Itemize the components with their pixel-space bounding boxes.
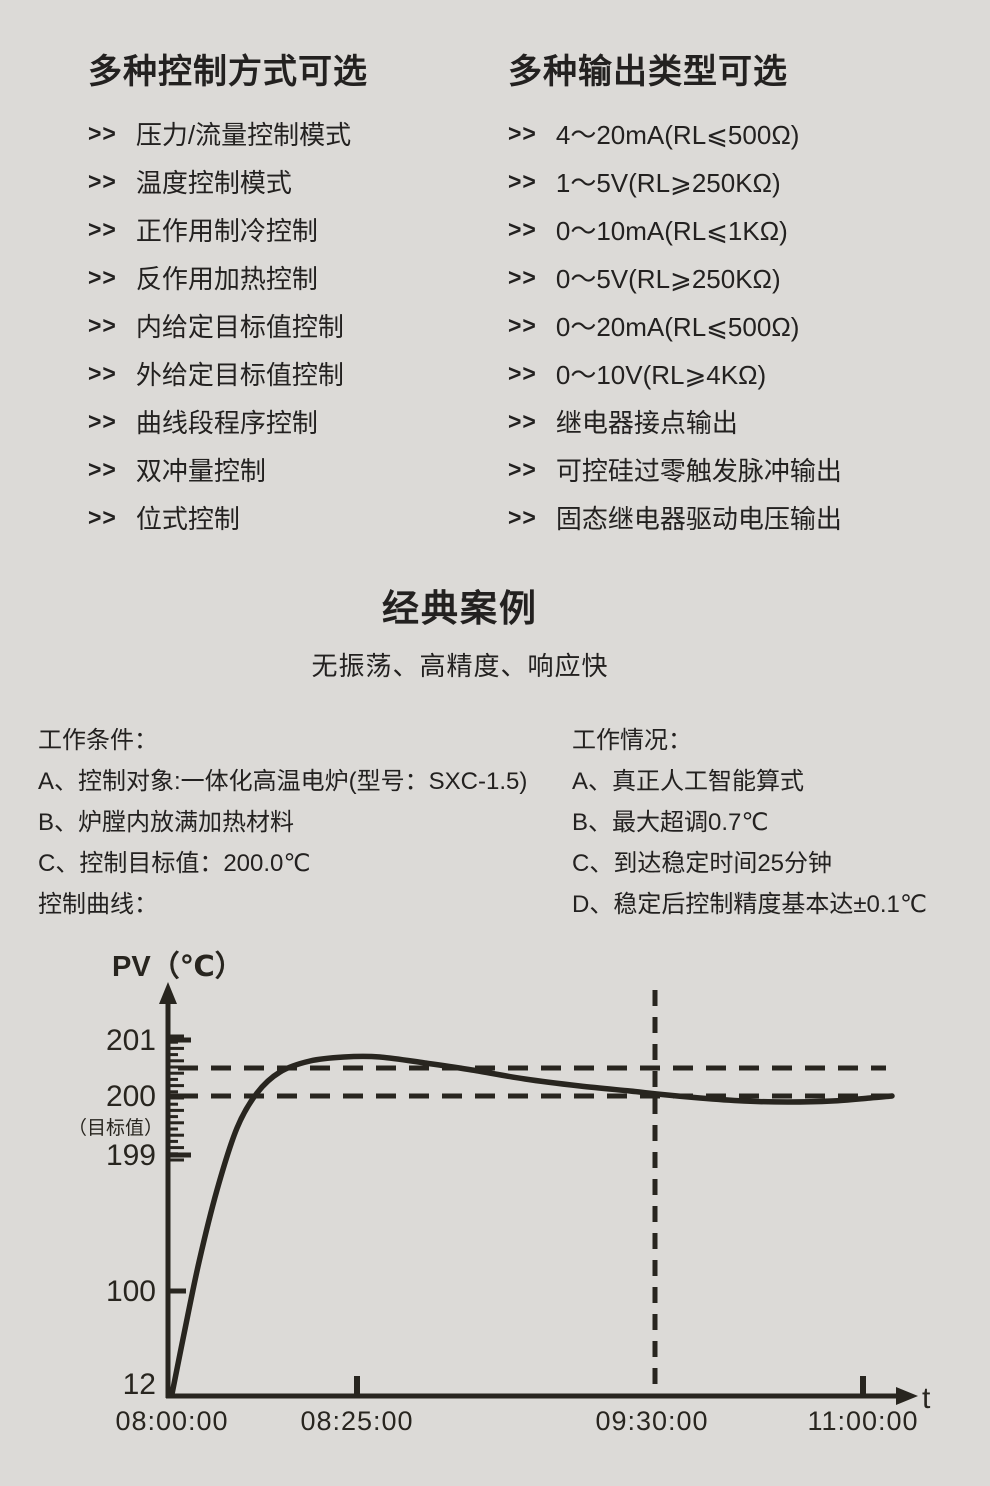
output-type-label: 可控硅过零触发脉冲输出 <box>555 455 842 486</box>
working-result-line: A、真正人工智能算式 <box>572 768 805 795</box>
working-conditions-list: A、控制对象:一体化高温电炉(型号：SXC-1.5) B、炉膛内放满加热材料 C… <box>38 761 572 884</box>
y-axis-arrow <box>159 982 177 1004</box>
output-type-label: 0～20mA(RL⩽500Ω) <box>555 311 800 342</box>
working-result-line: C、到达稳定时间25分钟 <box>572 850 833 877</box>
chevron-right-icon: >> <box>508 358 537 387</box>
option-columns: 多种控制方式可选 >> 压力/流量控制模式 >> 温度控制模式 >> <box>88 44 990 541</box>
output-type-label: 1～5V(RL⩾250KΩ) <box>555 167 781 198</box>
control-mode-label: 温度控制模式 <box>135 167 292 198</box>
output-types-section: 多种输出类型可选 >> 4～20mA(RL⩽500Ω) >> 1～5V(RL⩾2… <box>508 44 928 541</box>
working-condition-line: C、控制目标值：200.0℃ <box>38 850 311 877</box>
classic-case-subtitle: 无振荡、高精度、响应快 <box>311 651 609 681</box>
chevron-right-icon: >> <box>508 454 537 483</box>
control-mode-label: 外给定目标值控制 <box>135 359 344 390</box>
x-tick-label: 09:30:00 <box>595 1406 708 1436</box>
control-mode-item: >> 正作用制冷控制 <box>88 205 508 253</box>
pv-curve <box>169 1053 895 1397</box>
output-type-item: >> 4～20mA(RL⩽500Ω) <box>508 109 928 157</box>
output-type-label: 0～5V(RL⩾250KΩ) <box>555 263 781 294</box>
control-curve-label: 控制曲线： <box>38 891 158 918</box>
chevron-right-icon: >> <box>88 406 117 435</box>
chevron-right-icon: >> <box>88 214 117 243</box>
chevron-right-icon: >> <box>508 262 537 291</box>
working-condition-line: B、炉膛内放满加热材料 <box>38 809 295 836</box>
chevron-right-icon: >> <box>508 406 537 435</box>
working-results-heading: 工作情况： <box>572 727 692 754</box>
chevron-right-icon: >> <box>508 214 537 243</box>
control-mode-label: 压力/流量控制模式 <box>135 119 352 150</box>
output-types-list: >> 4～20mA(RL⩽500Ω) >> 1～5V(RL⩾250KΩ) >> … <box>508 109 928 541</box>
chevron-right-icon: >> <box>88 118 117 147</box>
output-type-item: >> 0～5V(RL⩾250KΩ) <box>508 253 928 301</box>
output-type-item: >> 0～10mA(RL⩽1KΩ) <box>508 205 928 253</box>
x-tick-label: 08:00:00 <box>115 1406 228 1436</box>
classic-case-title: 经典案例 <box>382 588 538 629</box>
classic-case-section: 经典案例 无振荡、高精度、响应快 <box>0 578 920 683</box>
output-type-item: >> 固态继电器驱动电压输出 <box>508 493 928 541</box>
y-tick-label: 201 <box>106 1024 156 1057</box>
control-mode-item: >> 外给定目标值控制 <box>88 349 508 397</box>
chevron-right-icon: >> <box>88 358 117 387</box>
control-modes-section: 多种控制方式可选 >> 压力/流量控制模式 >> 温度控制模式 >> <box>88 44 508 541</box>
output-type-item: >> 0～10V(RL⩾4KΩ) <box>508 349 928 397</box>
working-result-line: D、稳定后控制精度基本达±0.1℃ <box>572 891 927 918</box>
control-mode-label: 曲线段程序控制 <box>135 407 318 438</box>
y-tick-label: 100 <box>106 1275 156 1308</box>
output-type-item: >> 0～20mA(RL⩽500Ω) <box>508 301 928 349</box>
control-mode-item: >> 温度控制模式 <box>88 157 508 205</box>
x-tick-label: 11:00:00 <box>807 1406 918 1436</box>
output-types-title: 多种输出类型可选 <box>508 53 788 91</box>
output-type-label: 继电器接点输出 <box>555 407 738 438</box>
output-type-label: 0～10mA(RL⩽1KΩ) <box>555 215 788 246</box>
working-conditions-heading: 工作条件： <box>38 727 158 754</box>
chevron-right-icon: >> <box>88 310 117 339</box>
working-condition-line: A、控制对象:一体化高温电炉(型号：SXC-1.5) <box>38 768 528 795</box>
control-mode-item: >> 内给定目标值控制 <box>88 301 508 349</box>
output-type-item: >> 继电器接点输出 <box>508 397 928 445</box>
control-mode-item: >> 双冲量控制 <box>88 445 508 493</box>
y-tick-label: 199 <box>106 1139 156 1172</box>
t-axis-label: t <box>922 1382 931 1415</box>
control-mode-label: 位式控制 <box>135 503 240 534</box>
control-modes-list: >> 压力/流量控制模式 >> 温度控制模式 >> 正作用制冷控制 > <box>88 109 508 541</box>
output-type-label: 0～10V(RL⩾4KΩ) <box>555 359 767 390</box>
pv-axis-label: PV（℃） <box>112 950 244 983</box>
x-tick-label: 08:25:00 <box>300 1406 413 1436</box>
y-tick-label: 12 <box>123 1368 156 1401</box>
control-mode-item: >> 反作用加热控制 <box>88 253 508 301</box>
chevron-right-icon: >> <box>508 502 537 531</box>
control-modes-title: 多种控制方式可选 <box>88 53 368 91</box>
control-mode-label: 内给定目标值控制 <box>135 311 344 342</box>
chevron-right-icon: >> <box>508 166 537 195</box>
control-mode-label: 正作用制冷控制 <box>135 215 318 246</box>
y-tick-label: 200 <box>106 1080 156 1113</box>
chevron-right-icon: >> <box>508 118 537 147</box>
output-type-item: >> 可控硅过零触发脉冲输出 <box>508 445 928 493</box>
output-type-item: >> 1～5V(RL⩾250KΩ) <box>508 157 928 205</box>
conditions-section: 工作条件： A、控制对象:一体化高温电炉(型号：SXC-1.5) B、炉膛内放满… <box>38 720 970 925</box>
chart-svg: 201 200 199 100 12 （目标值） 08:00:00 08:25:00 09:30… <box>68 950 931 1436</box>
chevron-right-icon: >> <box>508 310 537 339</box>
control-mode-label: 双冲量控制 <box>135 455 266 486</box>
output-type-label: 固态继电器驱动电压输出 <box>555 503 842 534</box>
working-conditions: 工作条件： A、控制对象:一体化高温电炉(型号：SXC-1.5) B、炉膛内放满… <box>38 720 572 925</box>
control-mode-item: >> 曲线段程序控制 <box>88 397 508 445</box>
chevron-right-icon: >> <box>88 454 117 483</box>
working-result-line: B、最大超调0.7℃ <box>572 809 769 836</box>
chevron-right-icon: >> <box>88 502 117 531</box>
chevron-right-icon: >> <box>88 166 117 195</box>
target-note-label: （目标值） <box>68 1117 163 1139</box>
control-mode-label: 反作用加热控制 <box>135 263 318 294</box>
working-results: 工作情况： A、真正人工智能算式 B、最大超调0.7℃ C、到达稳定时间25分钟… <box>572 720 970 925</box>
x-axis-arrow <box>896 1387 918 1405</box>
control-curve-chart: 201 200 199 100 12 （目标值） 08:00:00 08:25:00 09:30… <box>0 938 990 1486</box>
chevron-right-icon: >> <box>88 262 117 291</box>
output-type-label: 4～20mA(RL⩽500Ω) <box>555 119 800 150</box>
working-results-list: A、真正人工智能算式 B、最大超调0.7℃ C、到达稳定时间25分钟 D、稳定后… <box>572 761 970 925</box>
control-mode-item: >> 位式控制 <box>88 493 508 541</box>
control-mode-item: >> 压力/流量控制模式 <box>88 109 508 157</box>
